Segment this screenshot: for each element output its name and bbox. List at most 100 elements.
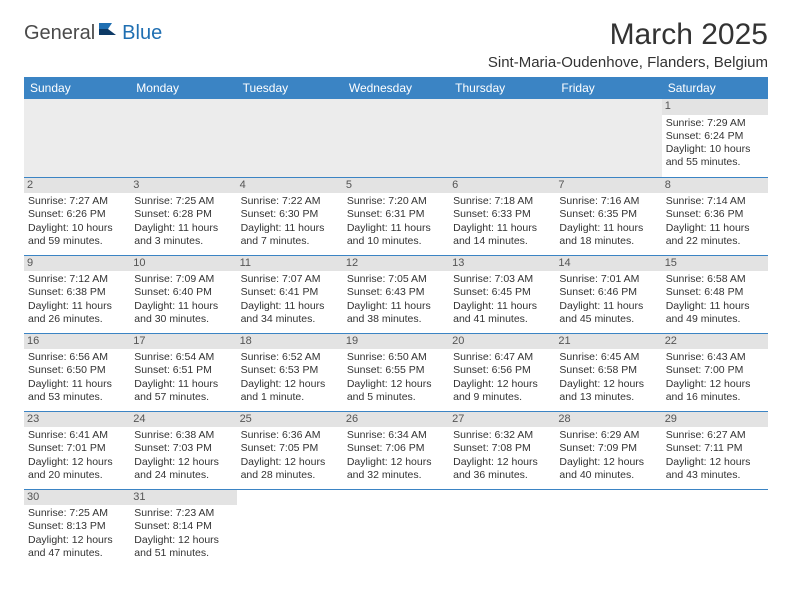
calendar-cell: 24Sunrise: 6:38 AMSunset: 7:03 PMDayligh… [130,411,236,489]
daylight-text: and 22 minutes. [666,235,764,248]
daylight-text: and 13 minutes. [559,391,657,404]
day-number: 16 [24,334,130,350]
day-number: 5 [343,178,449,194]
day-number: 22 [662,334,768,350]
sunrise-text: Sunrise: 6:56 AM [28,351,126,364]
location: Sint-Maria-Oudenhove, Flanders, Belgium [488,54,768,71]
sunrise-text: Sunrise: 6:36 AM [241,429,339,442]
calendar-cell: 4Sunrise: 7:22 AMSunset: 6:30 PMDaylight… [237,177,343,255]
sunrise-text: Sunrise: 7:25 AM [134,195,232,208]
sunrise-text: Sunrise: 6:27 AM [666,429,764,442]
day-number: 10 [130,256,236,272]
calendar-cell [237,99,343,177]
sunset-text: Sunset: 7:06 PM [347,442,445,455]
calendar-cell: 15Sunrise: 6:58 AMSunset: 6:48 PMDayligh… [662,255,768,333]
sunset-text: Sunset: 7:03 PM [134,442,232,455]
calendar-cell: 29Sunrise: 6:27 AMSunset: 7:11 PMDayligh… [662,411,768,489]
day-number: 12 [343,256,449,272]
sunrise-text: Sunrise: 7:07 AM [241,273,339,286]
day-number: 18 [237,334,343,350]
daylight-text: and 5 minutes. [347,391,445,404]
daylight-text: Daylight: 11 hours [453,222,551,235]
sunset-text: Sunset: 7:11 PM [666,442,764,455]
day-number: 17 [130,334,236,350]
sunrise-text: Sunrise: 7:25 AM [28,507,126,520]
daylight-text: and 7 minutes. [241,235,339,248]
calendar-cell: 25Sunrise: 6:36 AMSunset: 7:05 PMDayligh… [237,411,343,489]
sunset-text: Sunset: 6:30 PM [241,208,339,221]
calendar-cell: 23Sunrise: 6:41 AMSunset: 7:01 PMDayligh… [24,411,130,489]
logo-text-general: General [24,22,95,45]
sunrise-text: Sunrise: 7:01 AM [559,273,657,286]
sunset-text: Sunset: 7:05 PM [241,442,339,455]
daylight-text: and 10 minutes. [347,235,445,248]
daylight-text: and 3 minutes. [134,235,232,248]
daylight-text: and 20 minutes. [28,469,126,482]
sunset-text: Sunset: 6:50 PM [28,364,126,377]
sunrise-text: Sunrise: 7:29 AM [666,117,764,130]
calendar-cell: 1Sunrise: 7:29 AMSunset: 6:24 PMDaylight… [662,99,768,177]
calendar-cell [343,489,449,567]
daylight-text: Daylight: 12 hours [241,456,339,469]
day-number: 15 [662,256,768,272]
daylight-text: and 53 minutes. [28,391,126,404]
day-number: 2 [24,178,130,194]
calendar-cell: 6Sunrise: 7:18 AMSunset: 6:33 PMDaylight… [449,177,555,255]
calendar-week-row: 16Sunrise: 6:56 AMSunset: 6:50 PMDayligh… [24,333,768,411]
weekday-header: Wednesday [343,77,449,99]
day-number: 24 [130,412,236,428]
sunset-text: Sunset: 6:51 PM [134,364,232,377]
calendar-week-row: 2Sunrise: 7:27 AMSunset: 6:26 PMDaylight… [24,177,768,255]
weekday-header: Thursday [449,77,555,99]
calendar-cell: 5Sunrise: 7:20 AMSunset: 6:31 PMDaylight… [343,177,449,255]
sunset-text: Sunset: 6:35 PM [559,208,657,221]
sunset-text: Sunset: 6:43 PM [347,286,445,299]
calendar-cell [24,99,130,177]
daylight-text: and 47 minutes. [28,547,126,560]
sunrise-text: Sunrise: 6:45 AM [559,351,657,364]
day-number: 29 [662,412,768,428]
daylight-text: and 36 minutes. [453,469,551,482]
daylight-text: and 40 minutes. [559,469,657,482]
weekday-header: Tuesday [237,77,343,99]
sunset-text: Sunset: 6:36 PM [666,208,764,221]
day-number: 21 [555,334,661,350]
daylight-text: and 9 minutes. [453,391,551,404]
sunset-text: Sunset: 6:58 PM [559,364,657,377]
daylight-text: Daylight: 12 hours [666,456,764,469]
calendar-cell [555,489,661,567]
calendar-cell: 10Sunrise: 7:09 AMSunset: 6:40 PMDayligh… [130,255,236,333]
day-number: 4 [237,178,343,194]
sunset-text: Sunset: 7:00 PM [666,364,764,377]
daylight-text: and 45 minutes. [559,313,657,326]
sunset-text: Sunset: 6:46 PM [559,286,657,299]
flag-icon [98,22,120,45]
calendar-table: Sunday Monday Tuesday Wednesday Thursday… [24,77,768,567]
day-number: 3 [130,178,236,194]
sunset-text: Sunset: 6:24 PM [666,130,764,143]
daylight-text: and 49 minutes. [666,313,764,326]
daylight-text: Daylight: 11 hours [134,222,232,235]
sunrise-text: Sunrise: 6:34 AM [347,429,445,442]
day-number: 23 [24,412,130,428]
daylight-text: and 55 minutes. [666,156,764,169]
calendar-cell [555,99,661,177]
calendar-cell [130,99,236,177]
day-number: 31 [130,490,236,506]
calendar-cell: 2Sunrise: 7:27 AMSunset: 6:26 PMDaylight… [24,177,130,255]
sunrise-text: Sunrise: 6:47 AM [453,351,551,364]
sunrise-text: Sunrise: 6:50 AM [347,351,445,364]
sunset-text: Sunset: 6:38 PM [28,286,126,299]
sunrise-text: Sunrise: 7:16 AM [559,195,657,208]
calendar-cell: 22Sunrise: 6:43 AMSunset: 7:00 PMDayligh… [662,333,768,411]
daylight-text: Daylight: 12 hours [28,456,126,469]
daylight-text: Daylight: 11 hours [666,300,764,313]
calendar-cell [662,489,768,567]
daylight-text: Daylight: 12 hours [559,456,657,469]
daylight-text: and 51 minutes. [134,547,232,560]
day-number: 20 [449,334,555,350]
sunrise-text: Sunrise: 7:09 AM [134,273,232,286]
calendar-cell: 7Sunrise: 7:16 AMSunset: 6:35 PMDaylight… [555,177,661,255]
calendar-cell: 8Sunrise: 7:14 AMSunset: 6:36 PMDaylight… [662,177,768,255]
sunset-text: Sunset: 8:14 PM [134,520,232,533]
